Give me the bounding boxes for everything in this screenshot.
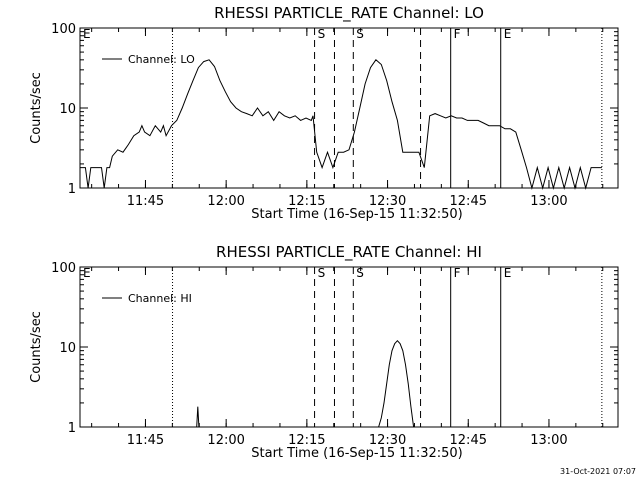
- x-tick-label: 12:30: [369, 433, 406, 448]
- x-tick-label: 13:00: [530, 194, 567, 209]
- x-tick-label: 11:45: [127, 194, 164, 209]
- legend-entry: Channel: LO: [128, 53, 195, 66]
- x-tick-label: 11:45: [127, 433, 164, 448]
- chart-panel-0: RHESSI PARTICLE_RATE Channel: LO Counts/s…: [29, 4, 619, 222]
- x-tick-label: 12:45: [450, 433, 487, 448]
- y-tick-label: 100: [51, 22, 76, 37]
- event-marker-label: E: [504, 27, 512, 41]
- event-marker-label: E: [83, 266, 91, 280]
- legend-entry: Channel: HI: [128, 292, 192, 305]
- y-tick-label: 10: [59, 341, 76, 356]
- panels: RHESSI PARTICLE_RATE Channel: LO Counts/s…: [29, 4, 619, 461]
- chart-title: RHESSI PARTICLE_RATE Channel: LO: [214, 4, 484, 23]
- y-axis-label: Counts/sec: [29, 72, 44, 144]
- x-tick-label: 12:15: [288, 194, 325, 209]
- event-marker-label: S: [318, 27, 326, 41]
- y-tick-label: 1: [68, 421, 76, 436]
- footer-timestamp: 31-Oct-2021 07:07: [560, 467, 636, 476]
- x-tick-label: 12:30: [369, 194, 406, 209]
- series-line: [196, 339, 415, 428]
- event-marker-label: E: [504, 266, 512, 280]
- x-axis-label: Start Time (16-Sep-15 11:32:50): [251, 207, 462, 222]
- chart-title: RHESSI PARTICLE_RATE Channel: HI: [216, 243, 482, 262]
- event-marker-label: F: [454, 27, 461, 41]
- x-axis-label: Start Time (16-Sep-15 11:32:50): [251, 446, 462, 461]
- x-tick-label: 12:45: [450, 194, 487, 209]
- chart-panel-1: RHESSI PARTICLE_RATE Channel: HI Counts/s…: [29, 243, 619, 461]
- x-tick-label: 12:00: [207, 433, 244, 448]
- x-tick-label: 12:00: [207, 194, 244, 209]
- y-axis-label: Counts/sec: [29, 311, 44, 383]
- x-tick-label: 12:15: [288, 433, 325, 448]
- event-marker-label: S: [356, 266, 364, 280]
- series-line: [80, 59, 602, 190]
- x-tick-label: 13:00: [530, 433, 567, 448]
- event-marker-label: E: [83, 27, 91, 41]
- y-tick-label: 100: [51, 261, 76, 276]
- y-tick-label: 10: [59, 102, 76, 117]
- event-marker-label: S: [318, 266, 326, 280]
- event-marker-label: F: [454, 266, 461, 280]
- event-marker-label: S: [356, 27, 364, 41]
- y-tick-label: 1: [68, 182, 76, 197]
